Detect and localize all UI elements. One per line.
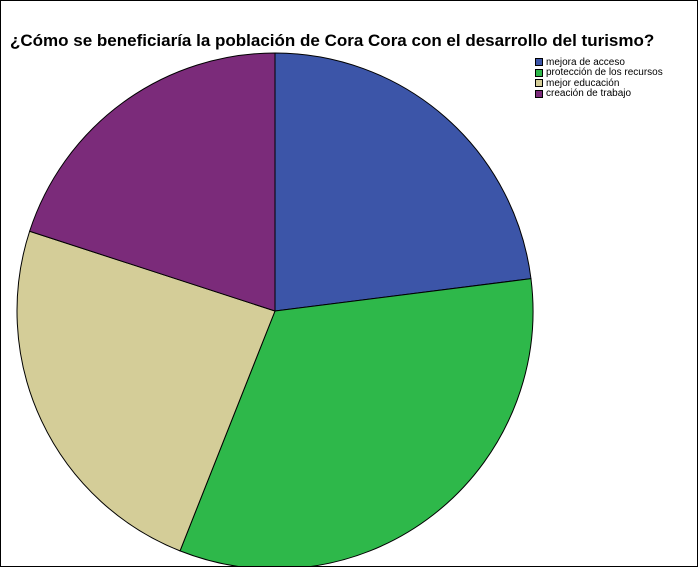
legend-swatch	[535, 58, 543, 67]
pie-slice-protección-de-los-recursos	[179, 278, 534, 566]
legend-label: mejora de acceso	[546, 56, 625, 68]
legend-label: protección de los recursos	[546, 67, 663, 79]
chart-title: ¿Cómo se beneficiaría la población de Co…	[10, 31, 655, 50]
legend-label: mejor educación	[546, 77, 620, 89]
pie-slice-creación-de-trabajo	[28, 52, 276, 312]
legend-label: creación de trabajo	[546, 88, 632, 100]
pie-slice-mejora-de-acceso	[274, 52, 532, 312]
legend-swatch	[535, 68, 543, 77]
legend-swatch	[535, 89, 543, 98]
legend-swatch	[535, 79, 543, 88]
legend-item: creación de trabajo	[535, 88, 663, 100]
legend-item: protección de los recursos	[535, 67, 663, 79]
pie-slices	[16, 52, 534, 566]
pie-slice-mejor-educación	[16, 230, 276, 552]
legend-item: mejor educación	[535, 78, 663, 89]
chart-legend: mejora de acceso protección de los recurs…	[535, 57, 663, 99]
legend-item: mejora de acceso	[535, 57, 663, 68]
